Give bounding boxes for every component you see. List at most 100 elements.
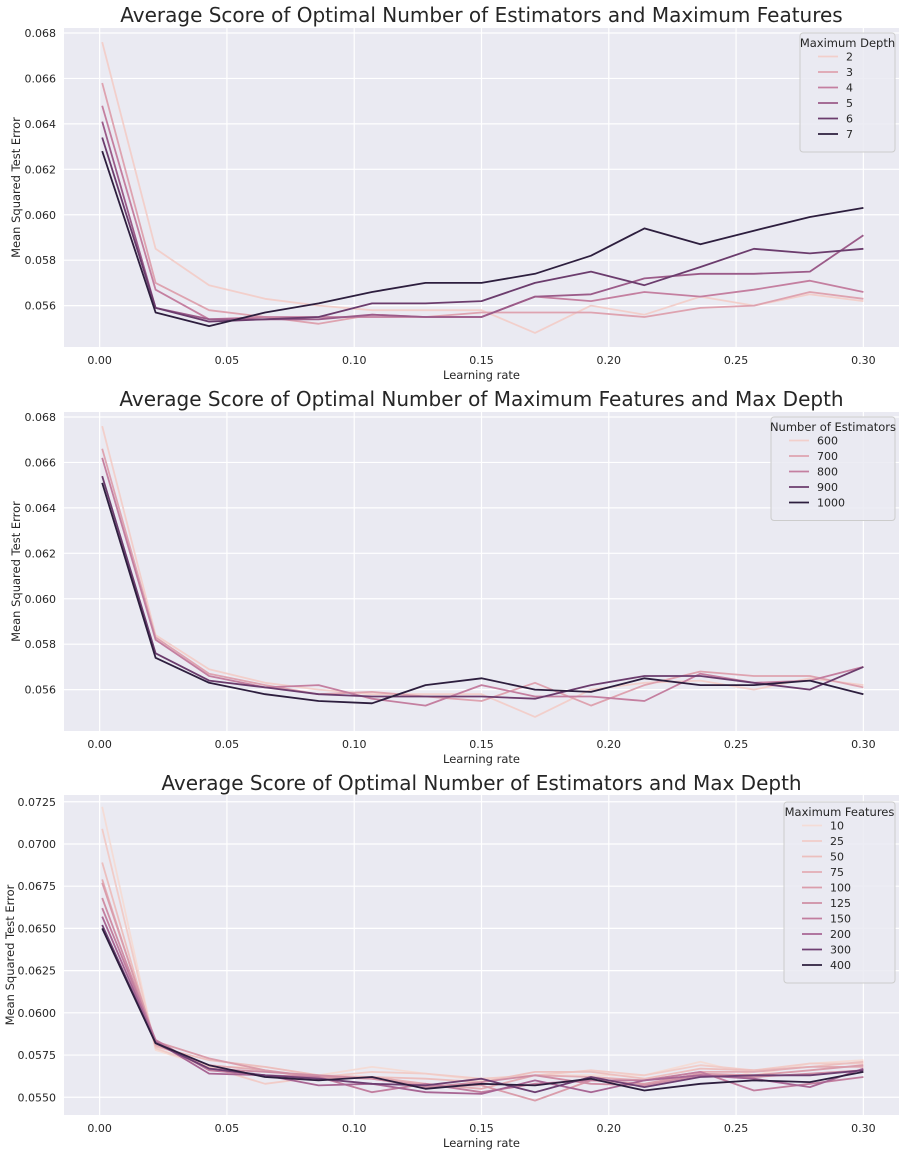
chart-title: Average Score of Optimal Number of Estim…: [120, 3, 842, 27]
x-tick-label: 0.05: [215, 354, 240, 367]
y-tick-label: 0.0700: [18, 838, 57, 851]
legend-label: 2: [846, 51, 853, 64]
legend-frame: [770, 416, 896, 521]
y-tick-label: 0.056: [25, 300, 57, 313]
y-tick-label: 0.0725: [18, 796, 57, 809]
legend-label: 400: [830, 959, 851, 972]
y-tick-label: 0.0650: [18, 922, 57, 935]
y-tick-label: 0.0575: [18, 1049, 57, 1062]
legend-label: 100: [830, 882, 851, 895]
x-tick-label: 0.10: [342, 1122, 367, 1135]
legend-frame: [783, 801, 896, 984]
legend-title: Number of Estimators: [770, 420, 896, 434]
y-tick-label: 0.068: [25, 411, 57, 424]
legend-frame: [799, 32, 896, 153]
series-line-600: [101, 425, 864, 718]
legend-label: 125: [830, 897, 851, 910]
series-line-700: [101, 448, 864, 707]
y-tick-label: 0.058: [25, 254, 57, 267]
series-line-5: [101, 121, 864, 321]
legend-title: Maximum Features: [785, 805, 895, 819]
legend-label: 50: [830, 851, 844, 864]
y-tick-label: 0.0625: [18, 965, 57, 978]
legend-label: 3: [846, 66, 853, 79]
legend-label: 900: [817, 481, 838, 494]
series-line-1000: [101, 482, 864, 705]
y-tick-label: 0.068: [25, 27, 57, 40]
legend-title: Maximum Depth: [800, 36, 895, 50]
legend-label: 200: [830, 928, 851, 941]
y-tick-label: 0.066: [25, 72, 57, 85]
x-tick-label: 0.00: [87, 354, 112, 367]
x-tick-label: 0.00: [87, 1122, 112, 1135]
x-tick-label: 0.15: [469, 1122, 494, 1135]
y-axis-label: Mean Squared Test Error: [9, 501, 23, 642]
y-tick-label: 0.064: [25, 118, 57, 131]
legend-label: 4: [846, 82, 853, 95]
chart-panel: 0.00 0.05 0.10 0.15 0.20 0.25 0.30 0.0550 0.0575…: [3, 771, 899, 1150]
series-line-7: [101, 150, 864, 328]
y-tick-label: 0.058: [25, 638, 57, 651]
chart-panel: 0.00 0.05 0.10 0.15 0.20 0.25 0.30 0.056 0.058 0.…: [9, 3, 899, 382]
legend-label: 75: [830, 866, 844, 879]
x-tick-label: 0.15: [469, 738, 494, 751]
x-tick-label: 0.20: [597, 738, 622, 751]
y-tick-label: 0.060: [25, 209, 57, 222]
series-line-100: [101, 882, 864, 1102]
legend-label: 25: [830, 835, 844, 848]
x-tick-label: 0.05: [215, 1122, 240, 1135]
y-axis-label: Mean Squared Test Error: [3, 884, 17, 1025]
x-tick-label: 0.30: [851, 1122, 876, 1135]
x-tick-label: 0.30: [851, 354, 876, 367]
legend-label: 600: [817, 435, 838, 448]
x-tick-label: 0.05: [215, 738, 240, 751]
x-axis-label: Learning rate: [443, 368, 520, 382]
series-line-75: [101, 879, 864, 1090]
x-axis-label: Learning rate: [443, 752, 520, 766]
x-axis-label: Learning rate: [443, 1136, 520, 1150]
y-tick-label: 0.0550: [18, 1091, 57, 1104]
series-line-300: [101, 924, 864, 1094]
x-tick-label: 0.30: [851, 738, 876, 751]
y-tick-label: 0.064: [25, 502, 57, 515]
x-tick-label: 0.25: [724, 738, 749, 751]
chart-panel: 0.00 0.05 0.10 0.15 0.20 0.25 0.30 0.056 0.058 0.…: [9, 387, 899, 766]
y-tick-label: 0.060: [25, 593, 57, 606]
legend-label: 1000: [817, 497, 845, 510]
legend-label: 150: [830, 913, 851, 926]
x-tick-label: 0.15: [469, 354, 494, 367]
y-tick-label: 0.0675: [18, 880, 57, 893]
legend-label: 5: [846, 97, 853, 110]
y-tick-label: 0.056: [25, 684, 57, 697]
y-tick-label: 0.062: [25, 547, 57, 560]
x-tick-label: 0.25: [724, 1122, 749, 1135]
legend-label: 300: [830, 944, 851, 957]
legend-label: 6: [846, 113, 853, 126]
y-tick-label: 0.0600: [18, 1007, 57, 1020]
series-line-3: [101, 82, 864, 325]
series-line-900: [101, 475, 864, 700]
legend-label: 10: [830, 820, 844, 833]
series-line-200: [101, 916, 864, 1095]
legend-label: 700: [817, 450, 838, 463]
legend-label: 7: [846, 128, 853, 141]
x-tick-label: 0.00: [87, 738, 112, 751]
x-tick-label: 0.20: [597, 1122, 622, 1135]
y-tick-label: 0.066: [25, 456, 57, 469]
y-tick-label: 0.062: [25, 163, 57, 176]
legend-label: 800: [817, 466, 838, 479]
x-tick-label: 0.10: [342, 738, 367, 751]
chart-title: Average Score of Optimal Number of Estim…: [161, 771, 801, 795]
x-tick-label: 0.20: [597, 354, 622, 367]
y-axis-label: Mean Squared Test Error: [9, 117, 23, 258]
chart-title: Average Score of Optimal Number of Maxim…: [119, 387, 843, 411]
x-tick-label: 0.10: [342, 354, 367, 367]
series-line-150: [101, 907, 864, 1094]
x-tick-label: 0.25: [724, 354, 749, 367]
series-line-400: [101, 928, 864, 1092]
